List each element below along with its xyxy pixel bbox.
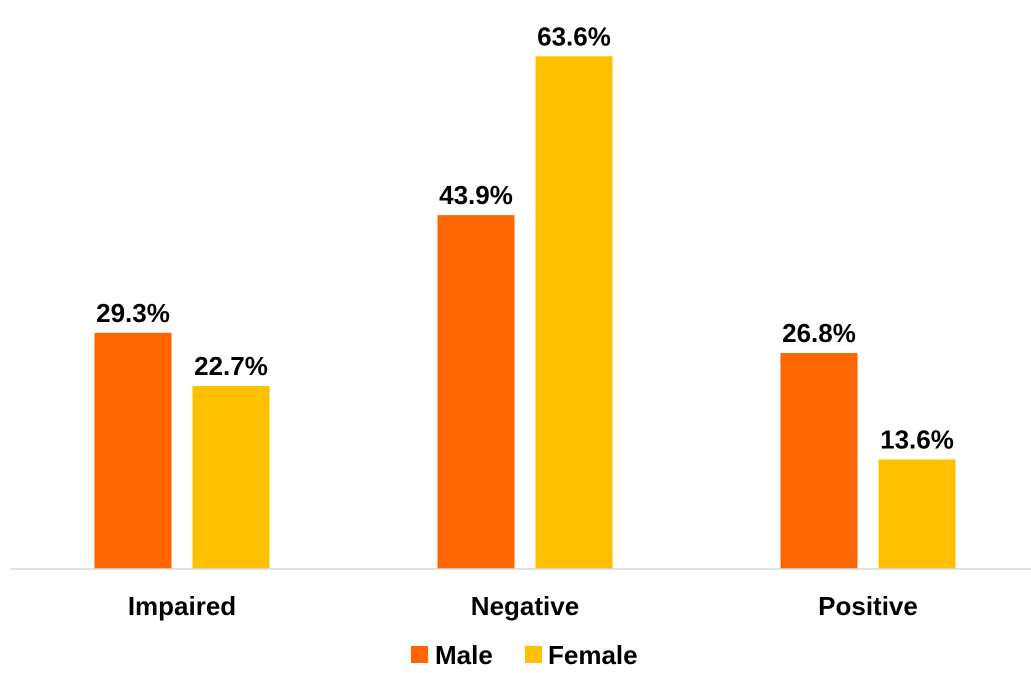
bar-female-impaired (192, 386, 270, 569)
data-labels-group: 29.3% 22.7% 43.9% 63.6% 26.8% 13.6% (96, 21, 954, 454)
bar-male-positive (780, 353, 858, 569)
legend-swatch-male (411, 646, 428, 663)
data-label-female-positive: 13.6% (880, 424, 954, 454)
category-label-positive: Positive (818, 591, 918, 621)
category-label-impaired: Impaired (128, 591, 236, 621)
category-labels-group: Impaired Negative Positive (128, 591, 918, 621)
legend-label-female: Female (548, 640, 638, 670)
data-label-male-negative: 43.9% (439, 180, 513, 210)
legend: Male Female (411, 640, 638, 670)
bar-female-positive (878, 459, 956, 569)
bar-male-impaired (94, 332, 172, 569)
bar-female-negative (535, 56, 613, 570)
bars-group (94, 56, 956, 570)
data-label-female-impaired: 22.7% (194, 351, 268, 381)
data-label-male-impaired: 29.3% (96, 298, 170, 328)
legend-swatch-female (525, 646, 542, 663)
category-label-negative: Negative (471, 591, 579, 621)
bar-male-negative (437, 215, 515, 569)
legend-label-male: Male (435, 640, 493, 670)
data-label-male-positive: 26.8% (782, 318, 856, 348)
data-label-female-negative: 63.6% (537, 21, 611, 51)
